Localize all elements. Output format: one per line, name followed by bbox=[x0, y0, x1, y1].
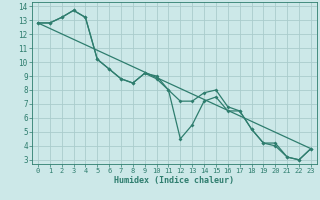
X-axis label: Humidex (Indice chaleur): Humidex (Indice chaleur) bbox=[115, 176, 234, 185]
